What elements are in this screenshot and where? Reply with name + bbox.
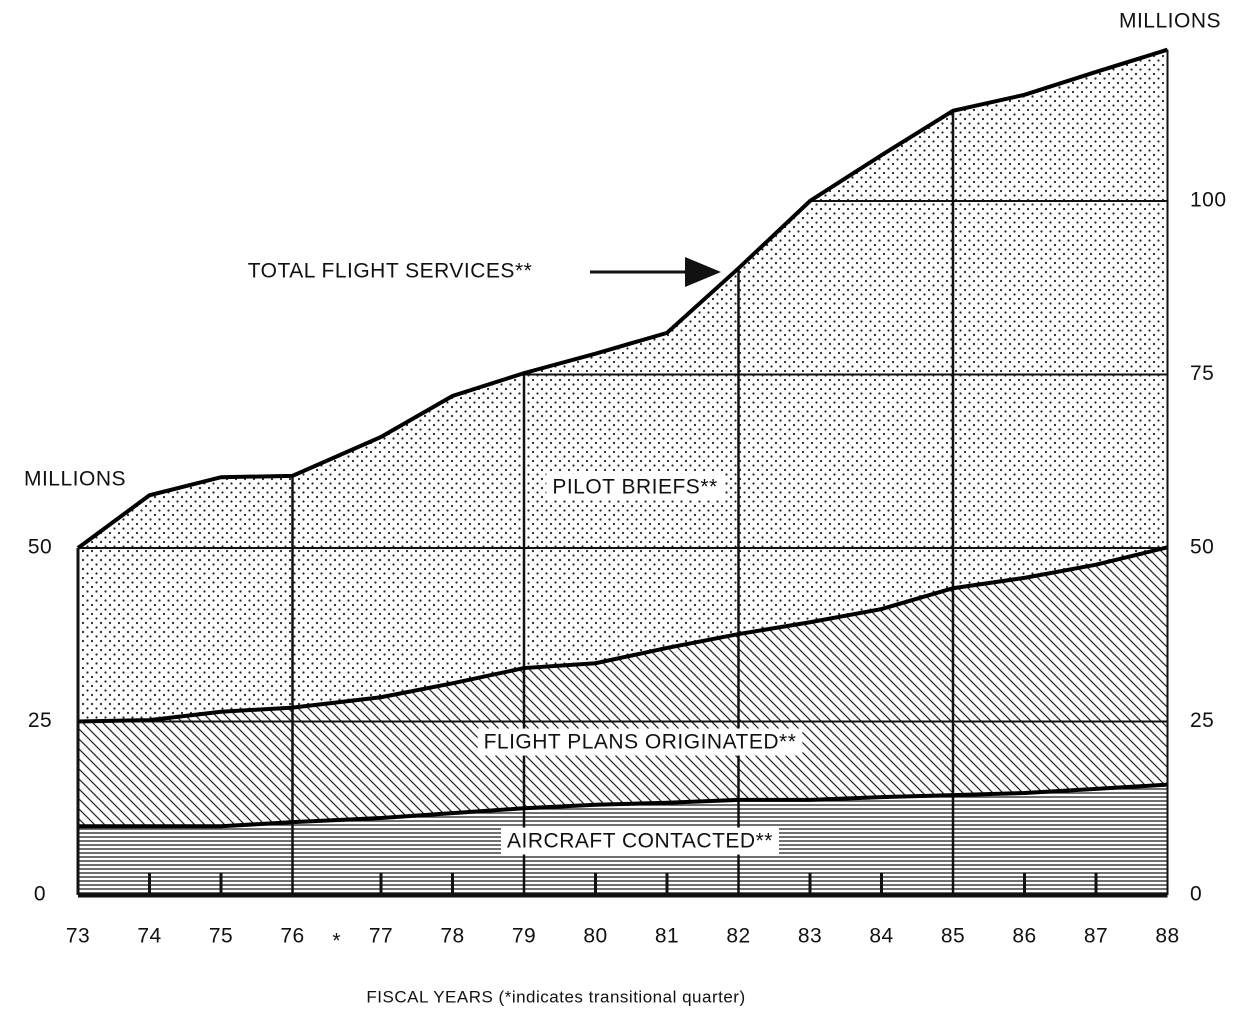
- x-tick-label: 81: [655, 925, 679, 948]
- series-label: FLIGHT PLANS ORIGINATED**: [484, 731, 797, 754]
- y2-tick-label: 0: [1190, 883, 1202, 906]
- y-tick-label: 50: [28, 536, 52, 559]
- x-tick-label: 74: [137, 925, 161, 948]
- x-tick-label: 73: [66, 925, 90, 948]
- x-axis-label: FISCAL YEARS (*indicates transitional qu…: [366, 987, 745, 1006]
- y2-tick-label: 25: [1190, 709, 1214, 732]
- y-tick-label: 0: [34, 883, 46, 906]
- x-tick-label: 76: [280, 925, 304, 948]
- label-bg: [546, 473, 724, 501]
- x-tick-label: 78: [440, 925, 464, 948]
- area-line: [77, 545, 1168, 724]
- y2-axis-label: MILLIONS: [1119, 10, 1221, 33]
- x-tick-label: 86: [1012, 925, 1036, 948]
- y-axis-label: MILLIONS: [24, 468, 126, 491]
- x-tick-label: 77: [369, 925, 393, 948]
- x-tick-label: 82: [726, 925, 750, 948]
- x-tick-label: 80: [583, 925, 607, 948]
- label-bg: [501, 827, 779, 855]
- area: [78, 547, 1168, 827]
- series-label: AIRCRAFT CONTACTED**: [507, 830, 773, 853]
- x-tick-label: 75: [209, 925, 233, 948]
- y-tick-label: 25: [28, 709, 52, 732]
- y2-tick-label: 50: [1190, 536, 1214, 559]
- transitional-marker: *: [332, 930, 341, 953]
- area-line: [78, 782, 1168, 829]
- series-label: PILOT BRIEFS**: [552, 476, 717, 499]
- x-tick-label: 88: [1155, 925, 1179, 948]
- x-tick-label: 87: [1084, 925, 1108, 948]
- x-tick-label: 85: [941, 925, 965, 948]
- x-tick-label: 79: [512, 925, 536, 948]
- area-line: [76, 47, 1169, 550]
- y2-tick-label: 100: [1190, 189, 1227, 212]
- annotation: TOTAL FLIGHT SERVICES**: [248, 260, 533, 283]
- label-bg: [477, 728, 803, 756]
- y2-tick-label: 75: [1190, 362, 1214, 385]
- x-tick-label: 83: [798, 925, 822, 948]
- x-tick-label: 84: [869, 925, 893, 948]
- area: [78, 49, 1168, 722]
